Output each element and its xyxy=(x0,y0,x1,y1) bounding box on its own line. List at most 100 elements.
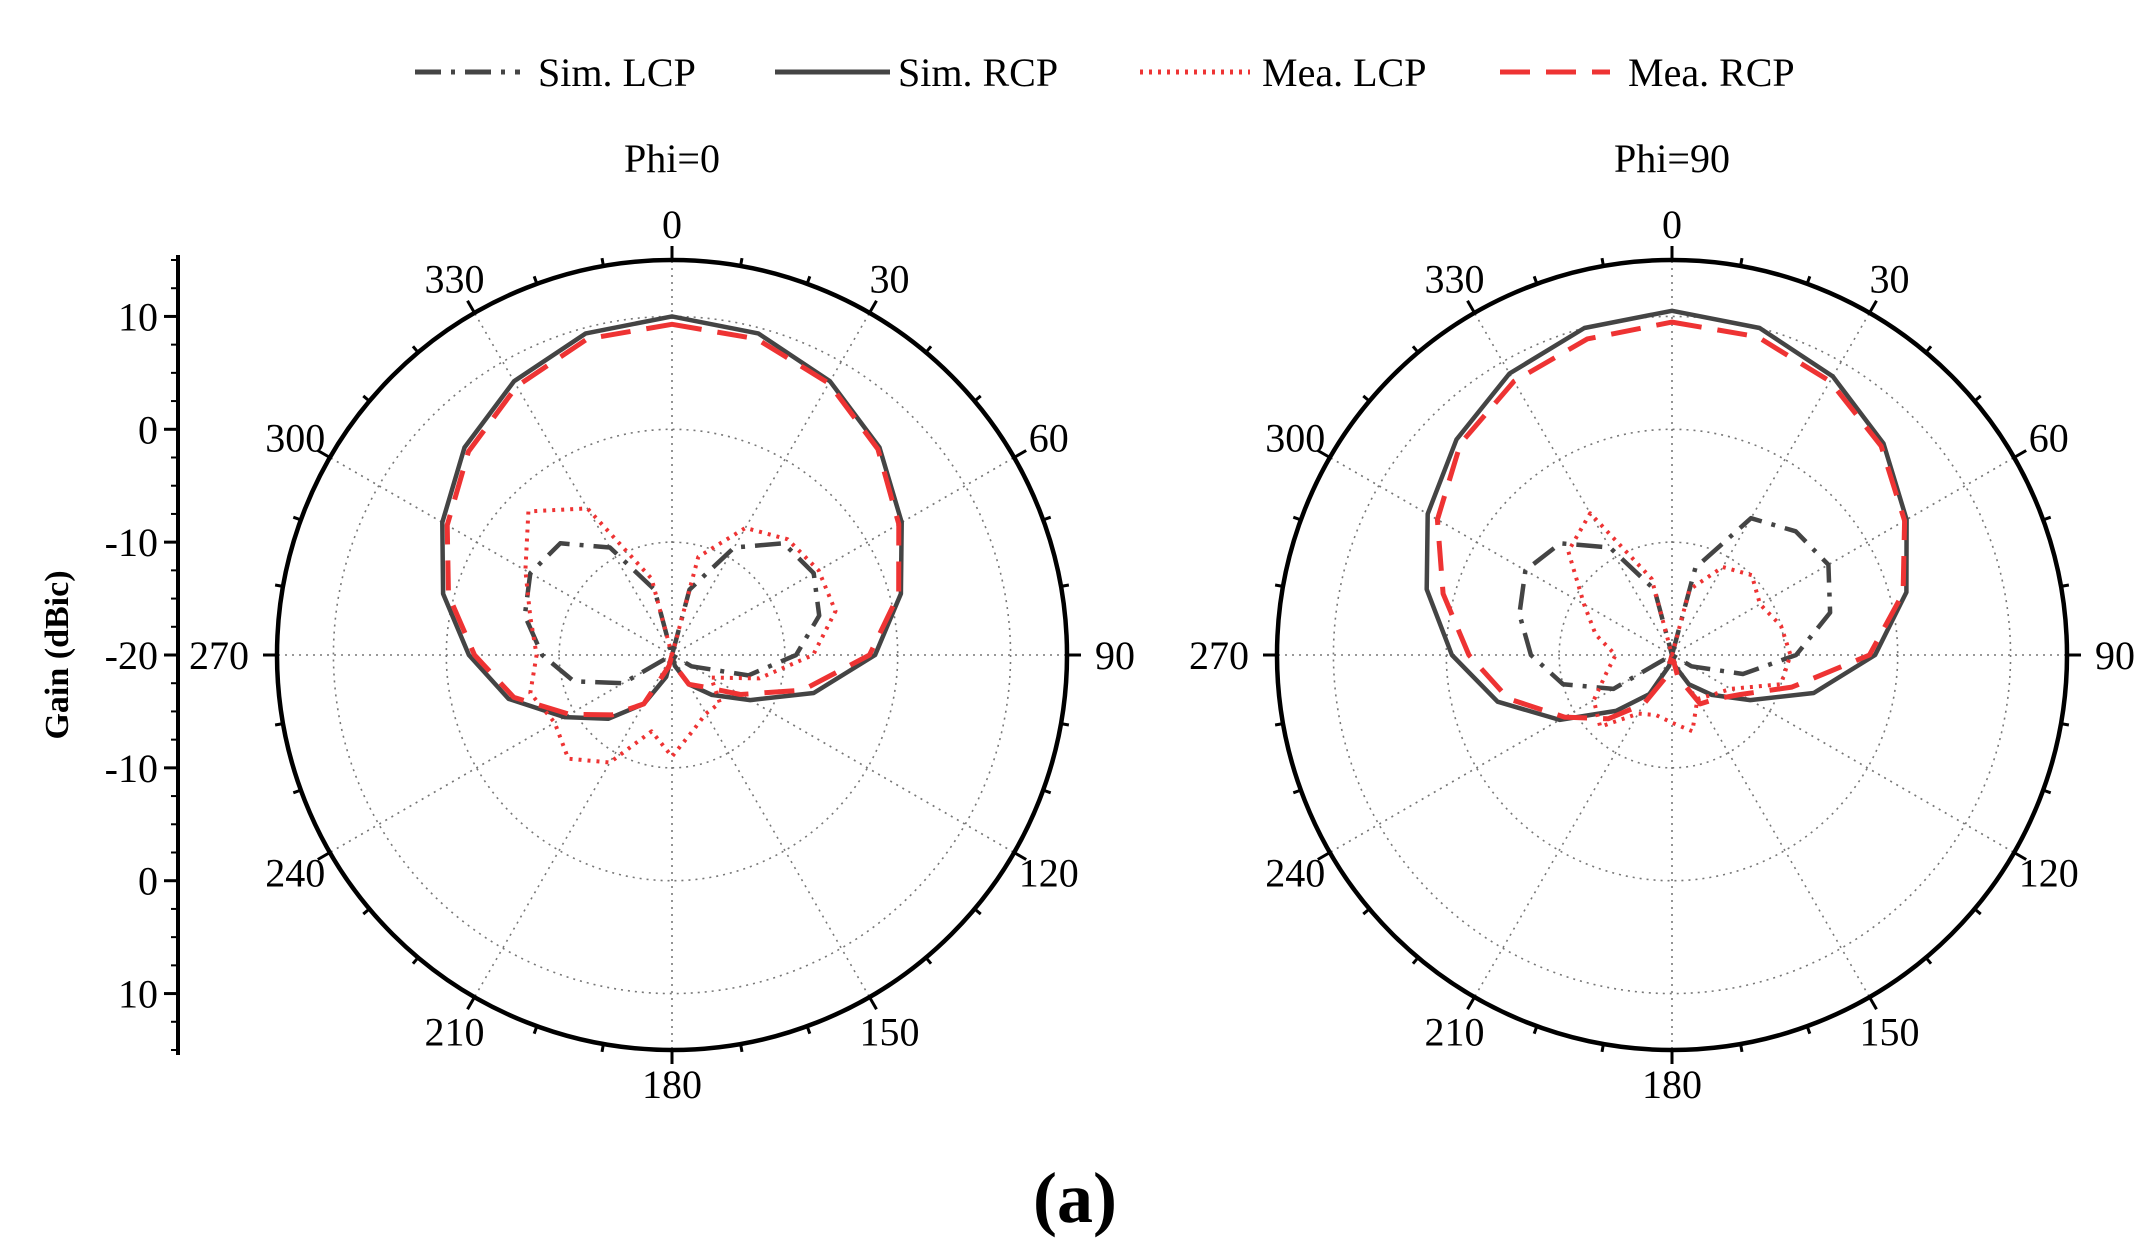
y-axis-label: Gain (dBic) xyxy=(39,570,76,739)
chart-title-phi-90: Phi=90 xyxy=(1614,136,1730,181)
angle-tick-phi-0 xyxy=(274,583,284,588)
angle-tick-phi-0 xyxy=(868,300,878,314)
angle-tick-phi-90 xyxy=(1805,275,1812,285)
grid-spoke-phi-0 xyxy=(671,654,1015,854)
angle-tick-phi-0 xyxy=(532,275,539,285)
angle-tick-phi-90 xyxy=(1739,1043,1744,1053)
angle-label-240-phi-0: 240 xyxy=(265,851,325,896)
angle-tick-phi-0 xyxy=(924,345,933,354)
legend-item-sim-rcp: Sim. RCP xyxy=(775,50,1058,95)
grid-spoke-phi-90 xyxy=(1329,456,1673,656)
angle-tick-phi-0 xyxy=(411,345,420,354)
legend-item-mea-lcp: Mea. LCP xyxy=(1140,50,1426,95)
angle-label-0-phi-0: 0 xyxy=(662,202,682,247)
legend-label-mea-rcp: Mea. RCP xyxy=(1628,50,1795,95)
y-axis-tick-label: 0 xyxy=(138,859,158,904)
polar-grid-phi-90 xyxy=(1263,246,2081,1064)
angle-tick-phi-90 xyxy=(1532,275,1539,285)
angle-label-330-phi-90: 330 xyxy=(1425,256,1485,301)
angle-label-150-phi-90: 150 xyxy=(1860,1010,1920,1055)
angle-tick-phi-90 xyxy=(2013,449,2027,459)
angle-tick-phi-90 xyxy=(1600,257,1605,267)
angle-tick-phi-0 xyxy=(924,956,933,965)
angle-tick-phi-0 xyxy=(973,394,982,403)
angle-tick-phi-0 xyxy=(805,1025,812,1035)
angle-tick-phi-90 xyxy=(1739,257,1744,267)
y-axis-tick-label: -20 xyxy=(105,633,158,678)
angle-tick-phi-0 xyxy=(739,257,744,267)
polar-chart-phi-90: Phi=90 0 30 60 90 120 150 180 210 240 270 300 330 xyxy=(1189,136,2135,1107)
grid-spoke-phi-90 xyxy=(1329,654,1673,854)
angle-label-90-phi-90: 90 xyxy=(2095,633,2135,678)
angle-tick-phi-90 xyxy=(1274,583,1284,588)
angle-tick-phi-0 xyxy=(600,257,605,267)
legend-label-sim-lcp: Sim. LCP xyxy=(538,50,696,95)
angle-tick-phi-90 xyxy=(1362,907,1371,916)
angle-tick-phi-90 xyxy=(1274,722,1284,727)
legend: Sim. LCP Sim. RCP Mea. LCP Mea. RCP xyxy=(415,50,1795,95)
angle-label-90-phi-0: 90 xyxy=(1095,633,1135,678)
angle-label-270-phi-90: 270 xyxy=(1189,633,1249,678)
legend-label-mea-lcp: Mea. LCP xyxy=(1262,50,1426,95)
angle-tick-phi-90 xyxy=(1292,515,1302,522)
angle-tick-phi-0 xyxy=(292,515,302,522)
legend-item-mea-rcp: Mea. RCP xyxy=(1500,50,1795,95)
angle-label-330-phi-0: 330 xyxy=(425,256,485,301)
figure-caption: (a) xyxy=(1033,1158,1117,1238)
angle-label-300-phi-90: 300 xyxy=(1265,416,1325,461)
grid-spoke-phi-0 xyxy=(671,456,1015,656)
series-line-mea-lcp-phi-0 xyxy=(523,506,838,765)
angle-tick-phi-0 xyxy=(466,300,476,314)
y-axis-tick-label: 10 xyxy=(118,972,158,1017)
angle-label-150-phi-0: 150 xyxy=(860,1010,920,1055)
angle-label-0-phi-90: 0 xyxy=(1662,202,1682,247)
chart-title-phi-0: Phi=0 xyxy=(624,136,720,181)
angle-tick-phi-90 xyxy=(2060,722,2070,727)
angle-labels-phi-90: 0 30 60 90 120 150 180 210 240 270 300 330 xyxy=(1189,202,2135,1107)
angle-tick-phi-90 xyxy=(1532,1025,1539,1035)
angle-tick-phi-0 xyxy=(1042,515,1052,522)
angle-tick-phi-0 xyxy=(600,1043,605,1053)
angle-label-300-phi-0: 300 xyxy=(265,416,325,461)
angle-tick-phi-0 xyxy=(1060,722,1070,727)
angle-label-30-phi-90: 30 xyxy=(1870,256,1910,301)
angle-label-180-phi-0: 180 xyxy=(642,1062,702,1107)
angle-tick-phi-90 xyxy=(1868,300,1878,314)
angle-tick-phi-0 xyxy=(1013,851,1027,861)
polar-series-phi-0 xyxy=(440,314,904,765)
series-line-mea-lcp-phi-90 xyxy=(1566,511,1793,734)
angle-tick-phi-90 xyxy=(1317,449,1331,459)
angle-label-60-phi-0: 60 xyxy=(1029,416,1069,461)
angle-tick-phi-90 xyxy=(1973,394,1982,403)
angle-label-120-phi-90: 120 xyxy=(2019,851,2079,896)
angle-label-30-phi-0: 30 xyxy=(870,256,910,301)
angle-tick-phi-0 xyxy=(362,394,371,403)
angle-tick-phi-0 xyxy=(274,722,284,727)
angle-labels-phi-0: 0 30 60 90 120 150 180 210 240 270 300 330 xyxy=(189,202,1135,1107)
angle-tick-phi-90 xyxy=(1411,345,1420,354)
grid-spoke-phi-90 xyxy=(1473,654,1673,998)
angle-label-240-phi-90: 240 xyxy=(1265,851,1325,896)
grid-spoke-phi-0 xyxy=(473,654,673,998)
angle-tick-phi-0 xyxy=(317,449,331,459)
polar-chart-phi-0: Phi=0 0 30 60 90 120 150 180 210 240 270 300 330 xyxy=(189,136,1135,1107)
angle-tick-phi-0 xyxy=(1060,583,1070,588)
angle-tick-phi-90 xyxy=(1924,956,1933,965)
angle-tick-phi-90 xyxy=(1466,300,1476,314)
angle-tick-phi-90 xyxy=(1466,996,1476,1010)
grid-spoke-phi-0 xyxy=(473,312,673,656)
angle-tick-phi-90 xyxy=(1924,345,1933,354)
grid-spoke-phi-90 xyxy=(1473,312,1673,656)
angle-tick-phi-90 xyxy=(1868,996,1878,1010)
y-axis-tick-label: -10 xyxy=(105,520,158,565)
angle-tick-phi-0 xyxy=(868,996,878,1010)
angle-tick-phi-0 xyxy=(317,851,331,861)
grid-spoke-phi-0 xyxy=(671,312,871,656)
angle-tick-phi-0 xyxy=(411,956,420,965)
angle-tick-phi-90 xyxy=(1805,1025,1812,1035)
series-line-sim-rcp-phi-90 xyxy=(1424,308,1909,723)
grid-ring-phi-0 xyxy=(332,315,1012,995)
grid-spoke-phi-90 xyxy=(1671,654,1871,998)
grid-spoke-phi-90 xyxy=(1671,654,2015,854)
